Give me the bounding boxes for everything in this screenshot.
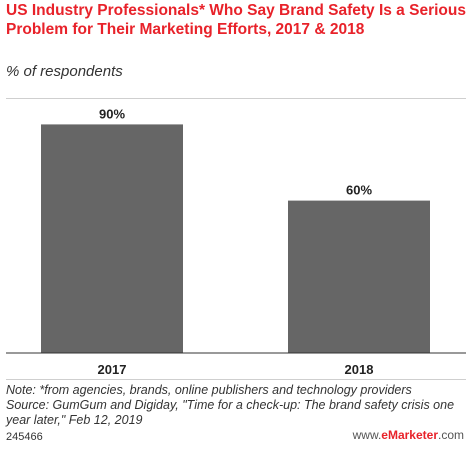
bar-2018 [288,200,430,353]
note-text: Note: *from agencies, brands, online pub… [6,383,412,397]
chart-title: US Industry Professionals* Who Say Brand… [6,2,466,38]
data-label-2017: 90% [99,106,125,121]
bar-2017 [41,124,183,353]
bottom-divider [6,379,466,380]
x-tick-label-2017: 2017 [98,362,127,377]
source-text: Source: GumGum and Digiday, "Time for a … [6,398,455,427]
top-divider [6,98,466,99]
brand-logo: www.eMarketer.com [353,428,464,443]
brand-prefix: www. [352,428,382,442]
bar-chart: 90% 2017 60% 2018 [6,106,466,377]
footnote: Note: *from agencies, brands, online pub… [6,383,466,428]
chart-subtitle: % of respondents [6,63,123,80]
x-tick-label-2018: 2018 [345,362,374,377]
chart-id: 245466 [6,431,43,443]
brand-suffix: .com [437,428,464,442]
brand-name: eMarketer [381,428,438,442]
data-label-2018: 60% [346,183,372,198]
